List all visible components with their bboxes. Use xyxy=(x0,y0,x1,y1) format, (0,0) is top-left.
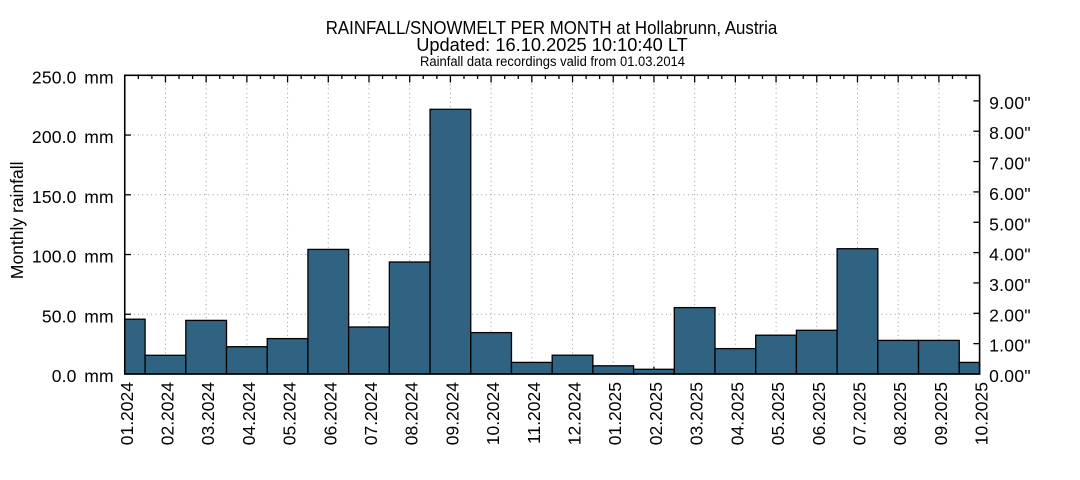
svg-text:07.2025: 07.2025 xyxy=(849,382,869,445)
svg-text:09.2024: 09.2024 xyxy=(442,382,462,446)
svg-text:11.2024: 11.2024 xyxy=(524,382,544,444)
svg-text:Monthly rainfall: Monthly rainfall xyxy=(7,161,27,279)
svg-text:01.2024: 01.2024 xyxy=(117,382,137,446)
svg-text:02.2025: 02.2025 xyxy=(646,382,666,445)
svg-text:06.2024: 06.2024 xyxy=(320,382,340,446)
svg-text:3.00": 3.00" xyxy=(989,275,1031,295)
svg-text:7.00": 7.00" xyxy=(989,154,1031,174)
svg-text:12.2024: 12.2024 xyxy=(565,382,585,446)
svg-text:250.0 mm: 250.0 mm xyxy=(32,67,114,87)
svg-text:02.2024: 02.2024 xyxy=(157,382,177,446)
svg-text:5.00": 5.00" xyxy=(989,214,1031,234)
svg-text:1.00": 1.00" xyxy=(989,336,1031,356)
svg-text:2.00": 2.00" xyxy=(989,305,1031,325)
svg-text:09.2025: 09.2025 xyxy=(931,382,951,445)
svg-text:8.00": 8.00" xyxy=(989,123,1031,143)
svg-text:10.2025: 10.2025 xyxy=(972,382,992,445)
svg-text:08.2024: 08.2024 xyxy=(402,382,422,446)
svg-text:0.00": 0.00" xyxy=(989,366,1031,386)
svg-text:50.0 mm: 50.0 mm xyxy=(42,306,114,326)
svg-text:03.2024: 03.2024 xyxy=(198,382,218,446)
svg-text:0.0 mm: 0.0 mm xyxy=(52,366,114,386)
svg-text:08.2025: 08.2025 xyxy=(890,382,910,445)
svg-text:05.2025: 05.2025 xyxy=(768,382,788,445)
svg-text:06.2025: 06.2025 xyxy=(809,382,829,445)
svg-text:9.00": 9.00" xyxy=(989,93,1031,113)
svg-text:03.2025: 03.2025 xyxy=(687,382,707,445)
svg-text:10.2024: 10.2024 xyxy=(483,382,503,446)
svg-text:04.2024: 04.2024 xyxy=(239,382,259,446)
svg-text:150.0 mm: 150.0 mm xyxy=(32,187,114,207)
svg-text:RAINFALL/SNOWMELT PER MONTH at: RAINFALL/SNOWMELT PER MONTH at Hollabrun… xyxy=(326,18,778,38)
svg-text:Updated: 16.10.2025 10:10:40 L: Updated: 16.10.2025 10:10:40 LT xyxy=(416,34,688,55)
svg-text:04.2025: 04.2025 xyxy=(727,382,747,445)
svg-text:4.00": 4.00" xyxy=(989,245,1031,265)
svg-text:100.0 mm: 100.0 mm xyxy=(32,247,114,267)
svg-text:07.2024: 07.2024 xyxy=(361,382,381,446)
svg-text:200.0 mm: 200.0 mm xyxy=(32,127,114,147)
svg-text:6.00": 6.00" xyxy=(989,184,1031,204)
svg-text:Rainfall data recordings valid: Rainfall data recordings valid from 01.0… xyxy=(420,53,685,69)
svg-text:05.2024: 05.2024 xyxy=(280,382,300,446)
svg-text:01.2025: 01.2025 xyxy=(605,382,625,445)
